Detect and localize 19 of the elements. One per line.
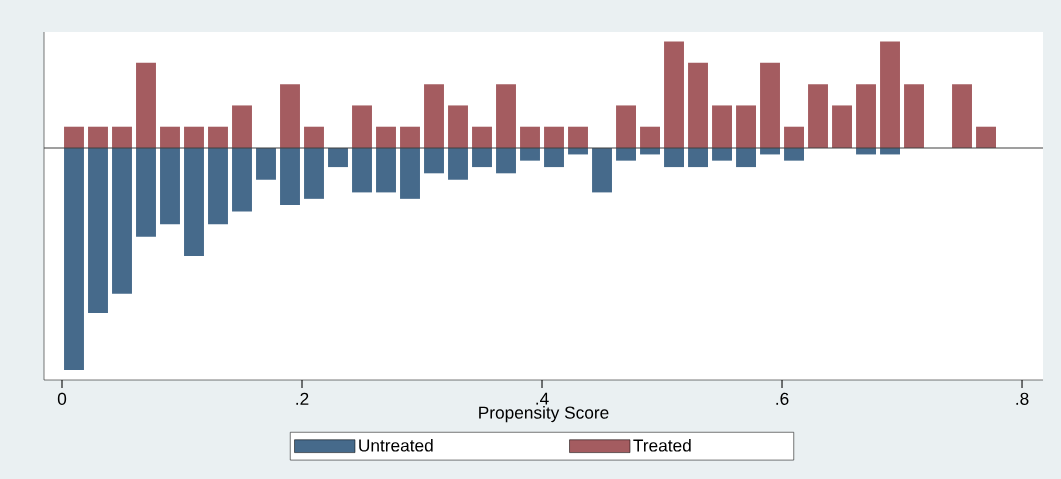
bar [88,126,108,148]
bar [208,126,228,148]
bar [952,84,972,148]
x-tick-label: .8 [1016,392,1029,405]
legend-label: Untreated [359,438,433,452]
bar [64,126,84,148]
x-axis-title: Propensity Score [479,406,609,423]
x-tick-label: .2 [296,392,309,405]
x-tick-label: .4 [536,392,549,405]
bar [160,126,180,148]
bar [112,126,132,148]
bar [904,84,924,148]
x-tick-label: .6 [776,392,789,405]
bar [184,126,204,148]
legend-label: Treated [633,438,691,452]
bar [976,126,996,148]
bar [808,84,828,148]
x-tick-label: 0 [57,392,67,405]
bar [832,105,852,148]
